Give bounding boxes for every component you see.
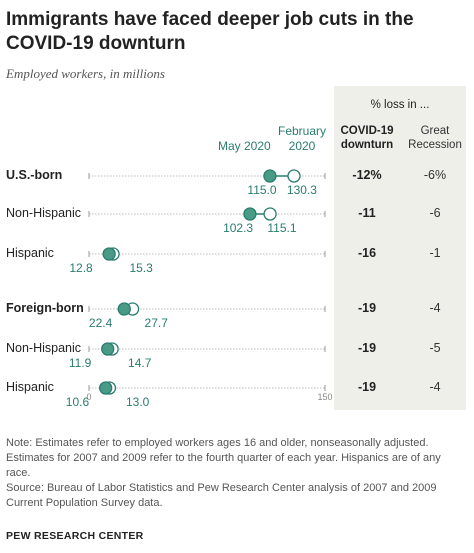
- recession-loss-cell: -6: [429, 206, 441, 220]
- row-label: U.S.-born: [6, 168, 63, 182]
- february-2020-dot: [263, 207, 277, 221]
- may-2020-dot: [117, 302, 131, 316]
- february-2020-dot: [287, 169, 301, 183]
- legend-february-line2: 2020: [288, 139, 316, 153]
- covid-loss-cell: -12%: [352, 168, 382, 182]
- covid-loss-cell: -19: [357, 341, 377, 355]
- row-label: Foreign-born: [6, 301, 84, 315]
- legend-february: February 2020: [276, 124, 328, 154]
- may-2020-dot: [99, 381, 113, 395]
- may-value-label: 115.0: [247, 183, 277, 197]
- loss-panel: [334, 86, 466, 410]
- may-2020-dot: [263, 169, 277, 183]
- recession-loss-cell: -5: [429, 341, 441, 355]
- covid-loss-cell: -19: [357, 301, 377, 315]
- chart-title: Immigrants have faced deeper job cuts in…: [6, 9, 414, 54]
- may-2020-dot: [101, 342, 115, 356]
- february-value-label: 14.7: [128, 356, 152, 370]
- february-value-label: 15.3: [129, 261, 153, 275]
- x-tick-label-max: 150: [317, 392, 332, 402]
- february-value-label: 13.0: [125, 395, 150, 409]
- may-2020-dot: [102, 247, 116, 261]
- note-text: Note: Estimates refer to employed worker…: [6, 437, 441, 479]
- may-value-label: 22.4: [88, 316, 113, 330]
- loss-header: % loss in ...: [370, 99, 430, 111]
- may-value-label: 11.9: [68, 356, 92, 370]
- february-value-label: 27.7: [144, 316, 168, 330]
- legend-february-line1: February: [277, 124, 327, 138]
- may-value-label: 10.6: [65, 395, 90, 409]
- recession-header-line1: Great: [420, 125, 450, 137]
- recession-loss-cell: -4: [429, 380, 441, 394]
- covid-header-line2: downturn: [340, 139, 394, 151]
- may-2020-dot: [243, 207, 257, 221]
- source-text: Source: Bureau of Labor Statistics and P…: [6, 482, 437, 509]
- february-value-label: 130.3: [286, 183, 317, 197]
- brand-logo-text: PEW RESEARCH CENTER: [6, 530, 144, 542]
- recession-column-header: Great Recession: [405, 124, 465, 152]
- x-tick-label-min: 0: [86, 392, 91, 402]
- covid-column-header: COVID-19 downturn: [337, 124, 397, 152]
- covid-loss-cell: -16: [357, 246, 377, 260]
- covid-loss-cell: -19: [357, 380, 377, 394]
- legend-may: May 2020: [218, 139, 271, 153]
- may-value-label: 12.8: [69, 261, 93, 275]
- recession-loss-cell: -1: [429, 246, 441, 260]
- chart-subtitle: Employed workers, in millions: [6, 66, 165, 81]
- chart-notes: Note: Estimates refer to employed worker…: [6, 436, 466, 511]
- covid-header-line1: COVID-19: [340, 125, 394, 137]
- recession-loss-cell: -4: [429, 301, 441, 315]
- row-label: Hispanic: [6, 380, 54, 394]
- february-value-label: 115.1: [267, 221, 297, 235]
- recession-header-line2: Recession: [408, 139, 462, 151]
- recession-loss-cell: -6%: [423, 168, 447, 182]
- may-value-label: 102.3: [223, 221, 254, 235]
- row-label: Non-Hispanic: [6, 341, 82, 355]
- covid-loss-cell: -11: [358, 206, 376, 220]
- row-label: Hispanic: [6, 246, 54, 260]
- row-label: Non-Hispanic: [6, 206, 82, 220]
